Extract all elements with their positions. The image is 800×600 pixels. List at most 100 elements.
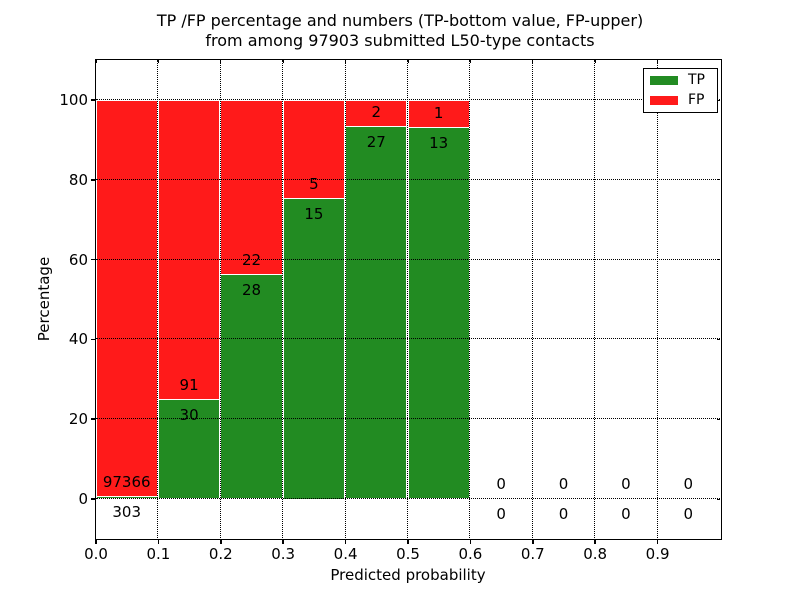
tp-count-label: 0 (683, 504, 694, 523)
y-tick-mark (90, 498, 95, 500)
fp-count-label: 97366 (102, 473, 151, 492)
tp-bar-segment (345, 127, 408, 499)
tp-bar-segment (95, 497, 158, 499)
fp-bar-segment (345, 99, 408, 128)
x-tick-mark (220, 539, 222, 544)
y-tick-label: 80 (68, 170, 88, 189)
tp-bar-segment (282, 199, 346, 499)
x-tick-mark-inner (282, 60, 284, 63)
vertical-gridline (469, 59, 471, 538)
x-tick-label: 0.0 (84, 545, 108, 563)
x-tick-label: 0.6 (458, 545, 483, 563)
horizontal-gridline (95, 418, 720, 420)
y-tick-mark-inner (716, 179, 720, 181)
fp-bar-segment (282, 99, 346, 200)
tp-count-label: 30 (179, 405, 199, 424)
fp-count-label: 5 (309, 175, 319, 194)
legend-swatch-tp (650, 76, 678, 85)
vertical-gridline (407, 59, 408, 538)
legend-label: TP (688, 72, 705, 88)
horizontal-gridline (95, 498, 720, 499)
fp-bar-segment (157, 99, 221, 400)
y-tick-mark (90, 99, 95, 101)
y-tick-mark (90, 179, 95, 181)
horizontal-gridline (95, 258, 720, 260)
y-tick-mark-inner (716, 418, 720, 420)
y-axis-label: Percentage (35, 256, 53, 342)
legend-swatch-fp (650, 96, 678, 105)
fp-bar-segment (220, 99, 283, 276)
y-tick-label: 20 (68, 410, 88, 429)
plot-area: 97366 303 91 30 22 28 5 15 2 27 1 13 0 0 0 0 0 0 0 0 (94, 58, 722, 540)
horizontal-gridline (95, 99, 720, 100)
x-tick-mark-inner (657, 60, 659, 63)
x-tick-label: 0.7 (520, 545, 545, 563)
x-tick-mark-inner (157, 60, 159, 63)
y-tick-label: 100 (59, 91, 88, 109)
x-tick-mark (407, 539, 409, 544)
vertical-gridline (531, 59, 533, 538)
y-tick-label: 40 (68, 330, 88, 349)
x-tick-mark (157, 539, 160, 544)
fp-count-label: 91 (179, 375, 199, 394)
tp-bar-segment (407, 127, 470, 499)
x-tick-mark (594, 539, 596, 544)
legend-item-tp: TP (650, 72, 711, 88)
x-tick-label: 0.1 (146, 545, 171, 563)
x-tick-mark (344, 539, 347, 544)
y-tick-mark-inner (716, 259, 720, 261)
legend-label: FP (688, 92, 705, 108)
y-tick-mark-inner (716, 498, 720, 500)
fp-count-label: 0 (558, 474, 569, 493)
fp-bar-segment (95, 99, 158, 498)
y-tick-mark (90, 338, 95, 341)
x-tick-label: 0.9 (645, 545, 670, 563)
legend-item-fp: FP (650, 92, 711, 108)
y-tick-mark-inner (716, 338, 720, 340)
fp-count-label: 0 (683, 474, 694, 493)
tp-count-label: 0 (558, 504, 569, 523)
tp-count-label: 28 (241, 281, 262, 300)
chart-title-line1: TP /FP percentage and numbers (TP-bottom… (156, 11, 644, 30)
x-tick-label: 0.5 (396, 545, 420, 563)
vertical-gridline (656, 59, 658, 538)
tp-count-label: 15 (304, 205, 324, 224)
tp-bar-segment (157, 399, 221, 499)
vertical-gridline (157, 59, 159, 538)
vertical-gridline (219, 59, 221, 538)
x-tick-mark-inner (220, 60, 222, 63)
tp-count-label: 13 (429, 133, 449, 152)
vertical-gridline (344, 59, 346, 538)
x-tick-mark (282, 539, 284, 544)
x-tick-mark-inner (345, 60, 347, 63)
fp-count-label: 0 (496, 474, 506, 493)
x-tick-mark-inner (594, 60, 596, 63)
vertical-gridline (594, 59, 596, 538)
horizontal-gridline (95, 338, 720, 340)
fp-count-label: 22 (241, 251, 262, 270)
tp-count-label: 27 (366, 133, 386, 152)
fp-count-label: 2 (371, 103, 382, 122)
y-tick-mark (90, 258, 95, 261)
x-tick-label: 0.2 (208, 545, 233, 563)
x-tick-mark-inner (407, 60, 409, 63)
chart-title-line2: from among 97903 submitted L50-type cont… (205, 31, 595, 50)
horizontal-gridline (95, 178, 720, 180)
x-tick-mark (656, 539, 659, 544)
y-tick-label: 60 (68, 250, 88, 269)
x-tick-mark (469, 539, 472, 544)
x-tick-label: 0.3 (271, 545, 296, 563)
x-tick-mark (95, 539, 97, 544)
x-tick-label: 0.8 (583, 545, 608, 563)
x-tick-label: 0.4 (333, 545, 358, 563)
tp-bar-segment (220, 275, 283, 499)
x-tick-mark-inner (532, 60, 534, 63)
fp-count-label: 1 (433, 103, 444, 122)
y-tick-mark-inner (716, 99, 720, 101)
vertical-gridline (282, 59, 284, 538)
y-tick-mark (90, 418, 95, 420)
legend: TP FP (643, 68, 718, 113)
x-tick-mark-inner (95, 60, 97, 63)
y-tick-label: 0 (78, 490, 88, 508)
